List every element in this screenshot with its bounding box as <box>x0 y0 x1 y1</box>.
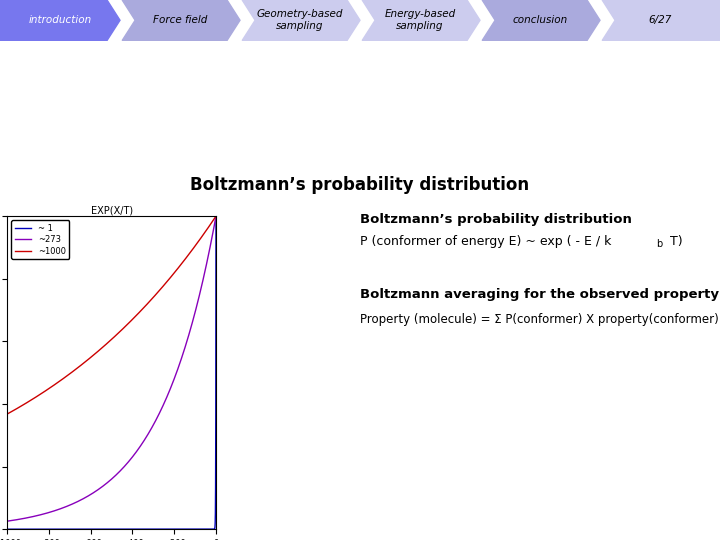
Polygon shape <box>242 0 360 40</box>
Line: ~ 1: ~ 1 <box>7 216 216 529</box>
~273 <box>206 245 215 251</box>
Text: Boltzmann’s probability distribution: Boltzmann’s probability distribution <box>360 213 632 226</box>
~ 1 <box>14 526 22 532</box>
~ 1 <box>206 526 215 532</box>
Line: ~273: ~273 <box>7 216 216 521</box>
Line: ~1000: ~1000 <box>7 216 216 414</box>
~1000 <box>212 213 220 219</box>
Polygon shape <box>122 0 240 40</box>
~273 <box>99 483 107 489</box>
Polygon shape <box>602 0 720 40</box>
~1000 <box>14 405 22 411</box>
~ 1 <box>3 526 12 532</box>
Text: Force field: Force field <box>153 15 207 25</box>
~273 <box>3 518 12 524</box>
Legend: ~ 1, ~273, ~1000: ~ 1, ~273, ~1000 <box>12 220 69 259</box>
~ 1 <box>212 213 220 219</box>
~273 <box>167 382 176 389</box>
~1000 <box>206 222 215 228</box>
~ 1 <box>167 526 176 532</box>
Text: Energy-based
sampling: Energy-based sampling <box>384 10 456 31</box>
Title: EXP(X/T): EXP(X/T) <box>91 205 132 215</box>
Text: 6/27: 6/27 <box>648 15 672 25</box>
~ 1 <box>99 526 107 532</box>
Text: Boltzmann’s probability distribution: Boltzmann’s probability distribution <box>190 176 530 194</box>
Text: Boltzmann averaging for the observed property: Boltzmann averaging for the observed pro… <box>360 288 719 301</box>
Text: conclusion: conclusion <box>513 15 567 25</box>
~273 <box>212 213 220 219</box>
~1000 <box>3 411 12 417</box>
Text: introduction: introduction <box>28 15 91 25</box>
Text: b: b <box>656 239 662 249</box>
~1000 <box>205 222 214 228</box>
Text: an mean of properties of populated conformers: an mean of properties of populated confo… <box>0 118 720 149</box>
~1000 <box>104 339 113 345</box>
~1000 <box>167 273 176 279</box>
Polygon shape <box>0 0 120 40</box>
~ 1 <box>205 526 214 532</box>
~273 <box>14 516 22 523</box>
~273 <box>104 478 113 485</box>
Text: P (conformer of energy E) ~ exp ( - E / k: P (conformer of energy E) ~ exp ( - E / … <box>360 235 611 248</box>
Polygon shape <box>482 0 600 40</box>
~273 <box>205 245 214 252</box>
~1000 <box>99 343 107 350</box>
Polygon shape <box>362 0 480 40</box>
Text: Experimental properties of a molecular is: Experimental properties of a molecular i… <box>0 65 720 97</box>
Text: T): T) <box>666 235 683 248</box>
~ 1 <box>104 526 113 532</box>
Text: Geometry-based
sampling: Geometry-based sampling <box>257 10 343 31</box>
Text: Property (molecule) = Σ P(conformer) X property(conformer): Property (molecule) = Σ P(conformer) X p… <box>360 313 719 326</box>
